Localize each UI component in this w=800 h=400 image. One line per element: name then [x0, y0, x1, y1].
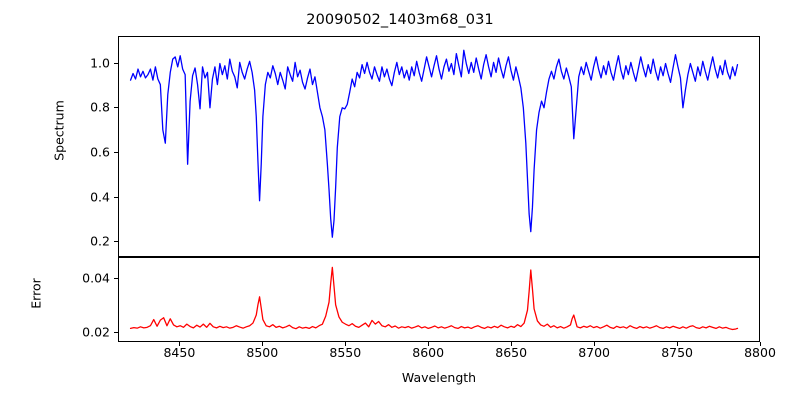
x-axis-tick-label: 8600 [412, 345, 445, 360]
x-axis-tick-label: 8550 [329, 345, 362, 360]
x-axis-tick [760, 342, 762, 346]
error-trace [129, 266, 739, 331]
x-axis-tick [511, 342, 513, 346]
spectrum-trace [129, 49, 739, 238]
y-axis-error-tick [114, 332, 118, 334]
y-axis-spectrum-tick-label: 0.2 [90, 233, 110, 249]
y-axis-spectrum-tick [114, 152, 118, 154]
error-panel [118, 257, 760, 342]
y-axis-spectrum-tick-label: 0.8 [90, 99, 110, 115]
y-axis-error-tick [114, 277, 118, 279]
x-axis-tick [594, 342, 596, 346]
x-axis-tick-label: 8750 [661, 345, 693, 360]
y-axis-spectrum-tick-label: 1.0 [90, 55, 110, 71]
y-axis-spectrum-tick [114, 241, 118, 243]
y-axis-error-tick-label: 0.02 [82, 324, 110, 340]
y-axis-label-spectrum: Spectrum [51, 100, 67, 161]
y-axis-spectrum-tick-label: 0.4 [90, 189, 110, 205]
spectrum-plot-area [129, 49, 739, 238]
error-plot-area [129, 266, 739, 331]
x-axis-tick-label: 8450 [163, 345, 196, 360]
x-axis-tick [179, 342, 181, 346]
x-axis-tick [428, 342, 430, 346]
x-axis-tick-label: 8700 [578, 345, 610, 360]
x-axis-tick-label: 8650 [495, 345, 528, 360]
y-axis-spectrum-tick-label: 0.6 [90, 144, 110, 160]
page-title: 20090502_1403m68_031 [306, 12, 494, 28]
x-axis-tick [677, 342, 679, 346]
x-axis-label: Wavelength [401, 370, 477, 385]
y-axis-spectrum-tick [114, 196, 118, 198]
x-axis-tick-label: 8800 [744, 345, 776, 360]
y-axis-error-tick-label: 0.04 [82, 270, 110, 286]
x-axis-tick [345, 342, 347, 346]
x-axis-tick-label: 8500 [246, 345, 279, 360]
y-axis-spectrum-tick [114, 107, 118, 109]
y-axis-label-error: Error [28, 278, 44, 309]
y-axis-spectrum-tick [114, 62, 118, 64]
x-axis-tick [262, 342, 264, 346]
spectrum-panel [118, 36, 760, 257]
